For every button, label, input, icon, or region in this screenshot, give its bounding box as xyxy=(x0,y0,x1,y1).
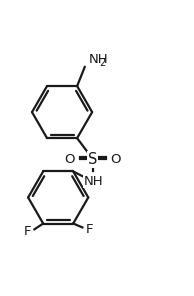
Text: 2: 2 xyxy=(99,58,105,68)
Text: NH: NH xyxy=(84,175,103,188)
Text: F: F xyxy=(86,223,93,236)
Text: O: O xyxy=(65,153,75,166)
Text: F: F xyxy=(24,225,31,238)
Text: O: O xyxy=(110,153,121,166)
Text: S: S xyxy=(88,152,97,167)
Text: NH: NH xyxy=(89,53,108,66)
